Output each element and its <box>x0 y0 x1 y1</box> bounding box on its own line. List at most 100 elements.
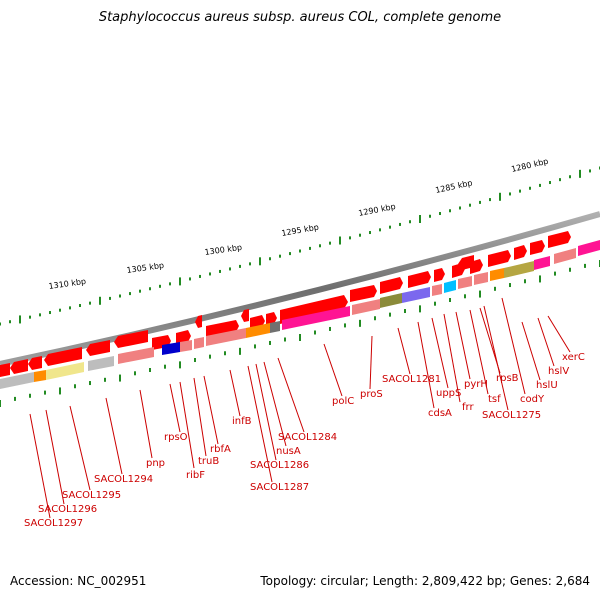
gene-red-f2 <box>530 240 545 255</box>
leader-tsf <box>469 309 489 395</box>
cog-block-purple-1 <box>402 287 430 303</box>
leader-xerC <box>547 315 571 353</box>
gene-red-f8 <box>408 271 431 288</box>
gene-red-f7 <box>434 268 445 282</box>
cog-block-magenta-3 <box>282 306 350 330</box>
gene-red-f14 <box>206 320 239 338</box>
leader-frr <box>443 313 461 403</box>
gene-labels: xerC hslV hslU codY SACOL1275 rpsB tsf p… <box>24 352 585 529</box>
cog-block-pink-4 <box>432 284 442 296</box>
scale-tick <box>379 228 381 232</box>
gene-label-frr: frr <box>462 402 474 413</box>
leader-infB <box>229 369 241 417</box>
gene-label-truB: truB <box>198 456 219 467</box>
gene-label-hslV: hslV <box>548 366 569 377</box>
gene-red-f10 <box>350 285 377 302</box>
cog-block-magenta-2 <box>534 256 550 270</box>
scale-tick <box>519 189 521 193</box>
leader-SACOL1281 <box>397 327 411 375</box>
lower-tick <box>254 344 256 349</box>
lower-tick <box>344 323 346 328</box>
scale-tick <box>589 169 591 173</box>
lower-tick <box>284 337 286 342</box>
lower-tick <box>569 267 571 272</box>
cog-category-row <box>0 240 600 389</box>
cog-block-pink-3 <box>458 276 472 289</box>
cog-block-pink-1 <box>554 248 576 264</box>
scale-tick <box>419 215 421 223</box>
scale-tick <box>509 192 511 196</box>
lower-tick <box>179 361 181 369</box>
leader-nusA <box>263 361 287 447</box>
gene-red-f1 <box>548 231 571 248</box>
scale-tick <box>529 186 531 190</box>
label-leader-lines <box>29 297 571 519</box>
scale-tick <box>309 246 311 250</box>
lower-tick <box>0 400 1 407</box>
scale-tick <box>179 277 181 286</box>
lower-tick <box>299 334 301 341</box>
lower-tick <box>374 316 376 321</box>
topology-text: Topology: circular; Length: 2,809,422 bp… <box>260 574 590 588</box>
gene-label-pnp: pnp <box>146 458 165 469</box>
scale-tick <box>119 294 121 298</box>
gene-label-xerC: xerC <box>562 352 585 363</box>
scale-tick <box>49 311 51 315</box>
cog-block-pink-8 <box>180 340 192 352</box>
leader-codY <box>501 297 526 395</box>
scale-tick <box>79 304 81 308</box>
lower-tick <box>464 294 466 299</box>
lower-tick <box>14 396 16 401</box>
leader-hslU <box>521 321 541 381</box>
scale-label-1300: 1300 kbp <box>204 243 243 257</box>
lower-tick <box>419 305 421 313</box>
gene-label-SACOL1287: SACOL1287 <box>250 482 309 493</box>
leader-cdsA <box>417 321 435 409</box>
lower-tick <box>59 387 61 395</box>
scale-tick <box>59 308 61 312</box>
cog-block-orange-1 <box>490 268 504 281</box>
leader-SACOL1294 <box>105 397 123 475</box>
scale-tick <box>199 274 201 278</box>
lower-tick <box>314 330 316 335</box>
gene-label-infB: infB <box>232 416 252 427</box>
gene-label-pyrH: pyrH <box>464 379 488 390</box>
gene-label-SACOL1275: SACOL1275 <box>482 410 541 421</box>
scale-tick <box>469 203 471 207</box>
scale-label-1305: 1305 kbp <box>126 261 165 275</box>
leader-ribF <box>179 381 195 469</box>
scale-tick <box>579 169 581 178</box>
scale-tick <box>389 225 391 229</box>
leader-truB <box>193 377 207 457</box>
lower-tick <box>404 309 406 314</box>
lower-tick <box>224 351 226 356</box>
scale-tick <box>369 231 371 235</box>
cog-block-cyan-1 <box>444 280 456 293</box>
map-title: Staphylococcus aureus subsp. aureus COL,… <box>98 10 502 25</box>
gene-red-r7 <box>28 356 42 370</box>
gene-label-SACOL1286: SACOL1286 <box>250 460 309 471</box>
scale-tick <box>239 264 241 268</box>
gene-red-r6 <box>44 347 82 366</box>
gene-label-uppS: uppS <box>436 388 461 399</box>
leader-proS <box>369 335 373 390</box>
scale-tick <box>329 241 331 245</box>
leader-rbfA <box>203 375 219 445</box>
scale-tick <box>299 249 301 253</box>
scale-tick <box>559 178 561 182</box>
gene-label-ribF: ribF <box>186 470 205 481</box>
leader-SACOL1287 <box>247 365 273 483</box>
cog-block-olive-2 <box>380 293 402 308</box>
lower-tick <box>134 371 136 376</box>
leader-pnp <box>139 389 153 459</box>
scale-tick <box>429 214 431 218</box>
leader-SACOL1286 <box>255 363 277 461</box>
lower-tick <box>524 279 526 284</box>
gene-red-r2 <box>241 309 249 322</box>
gene-label-cdsA: cdsA <box>428 408 452 419</box>
lower-tick <box>359 319 361 327</box>
gene-label-nusA: nusA <box>276 446 301 457</box>
scale-tick <box>359 233 361 237</box>
lower-tick <box>209 354 211 359</box>
